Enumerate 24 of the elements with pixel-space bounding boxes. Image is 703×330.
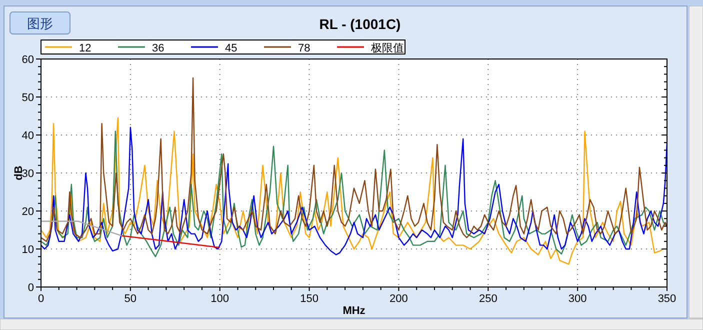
x-tick-label: 150 (300, 293, 318, 305)
x-axis-title: MHz (342, 305, 366, 317)
legend-label: 12 (79, 42, 92, 54)
y-tick-label: 20 (22, 206, 34, 218)
y-tick-label: 10 (22, 244, 34, 256)
x-tick-label: 350 (658, 293, 676, 305)
y-tick-label: 50 (22, 92, 34, 104)
x-tick-label: 100 (210, 293, 230, 305)
line-series (41, 77, 667, 242)
legend-label: 78 (298, 42, 310, 54)
y-tick-label: 0 (28, 282, 34, 294)
x-tick-label: 50 (124, 293, 137, 305)
x-tick-label: 0 (38, 293, 44, 305)
y-tick-label: 60 (22, 54, 34, 66)
x-tick-label: 200 (390, 293, 408, 305)
chart-title: RL - (1001C) (319, 16, 401, 32)
x-tick-label: 300 (568, 293, 587, 305)
y-tick-label: 30 (22, 168, 34, 180)
legend-label: 36 (152, 42, 164, 54)
legend-label: 极限值 (370, 42, 404, 54)
y-tick-label: 40 (22, 130, 34, 142)
legend-label: 45 (225, 42, 238, 54)
x-tick-label: 250 (478, 293, 498, 305)
button: 图形 (10, 12, 70, 34)
